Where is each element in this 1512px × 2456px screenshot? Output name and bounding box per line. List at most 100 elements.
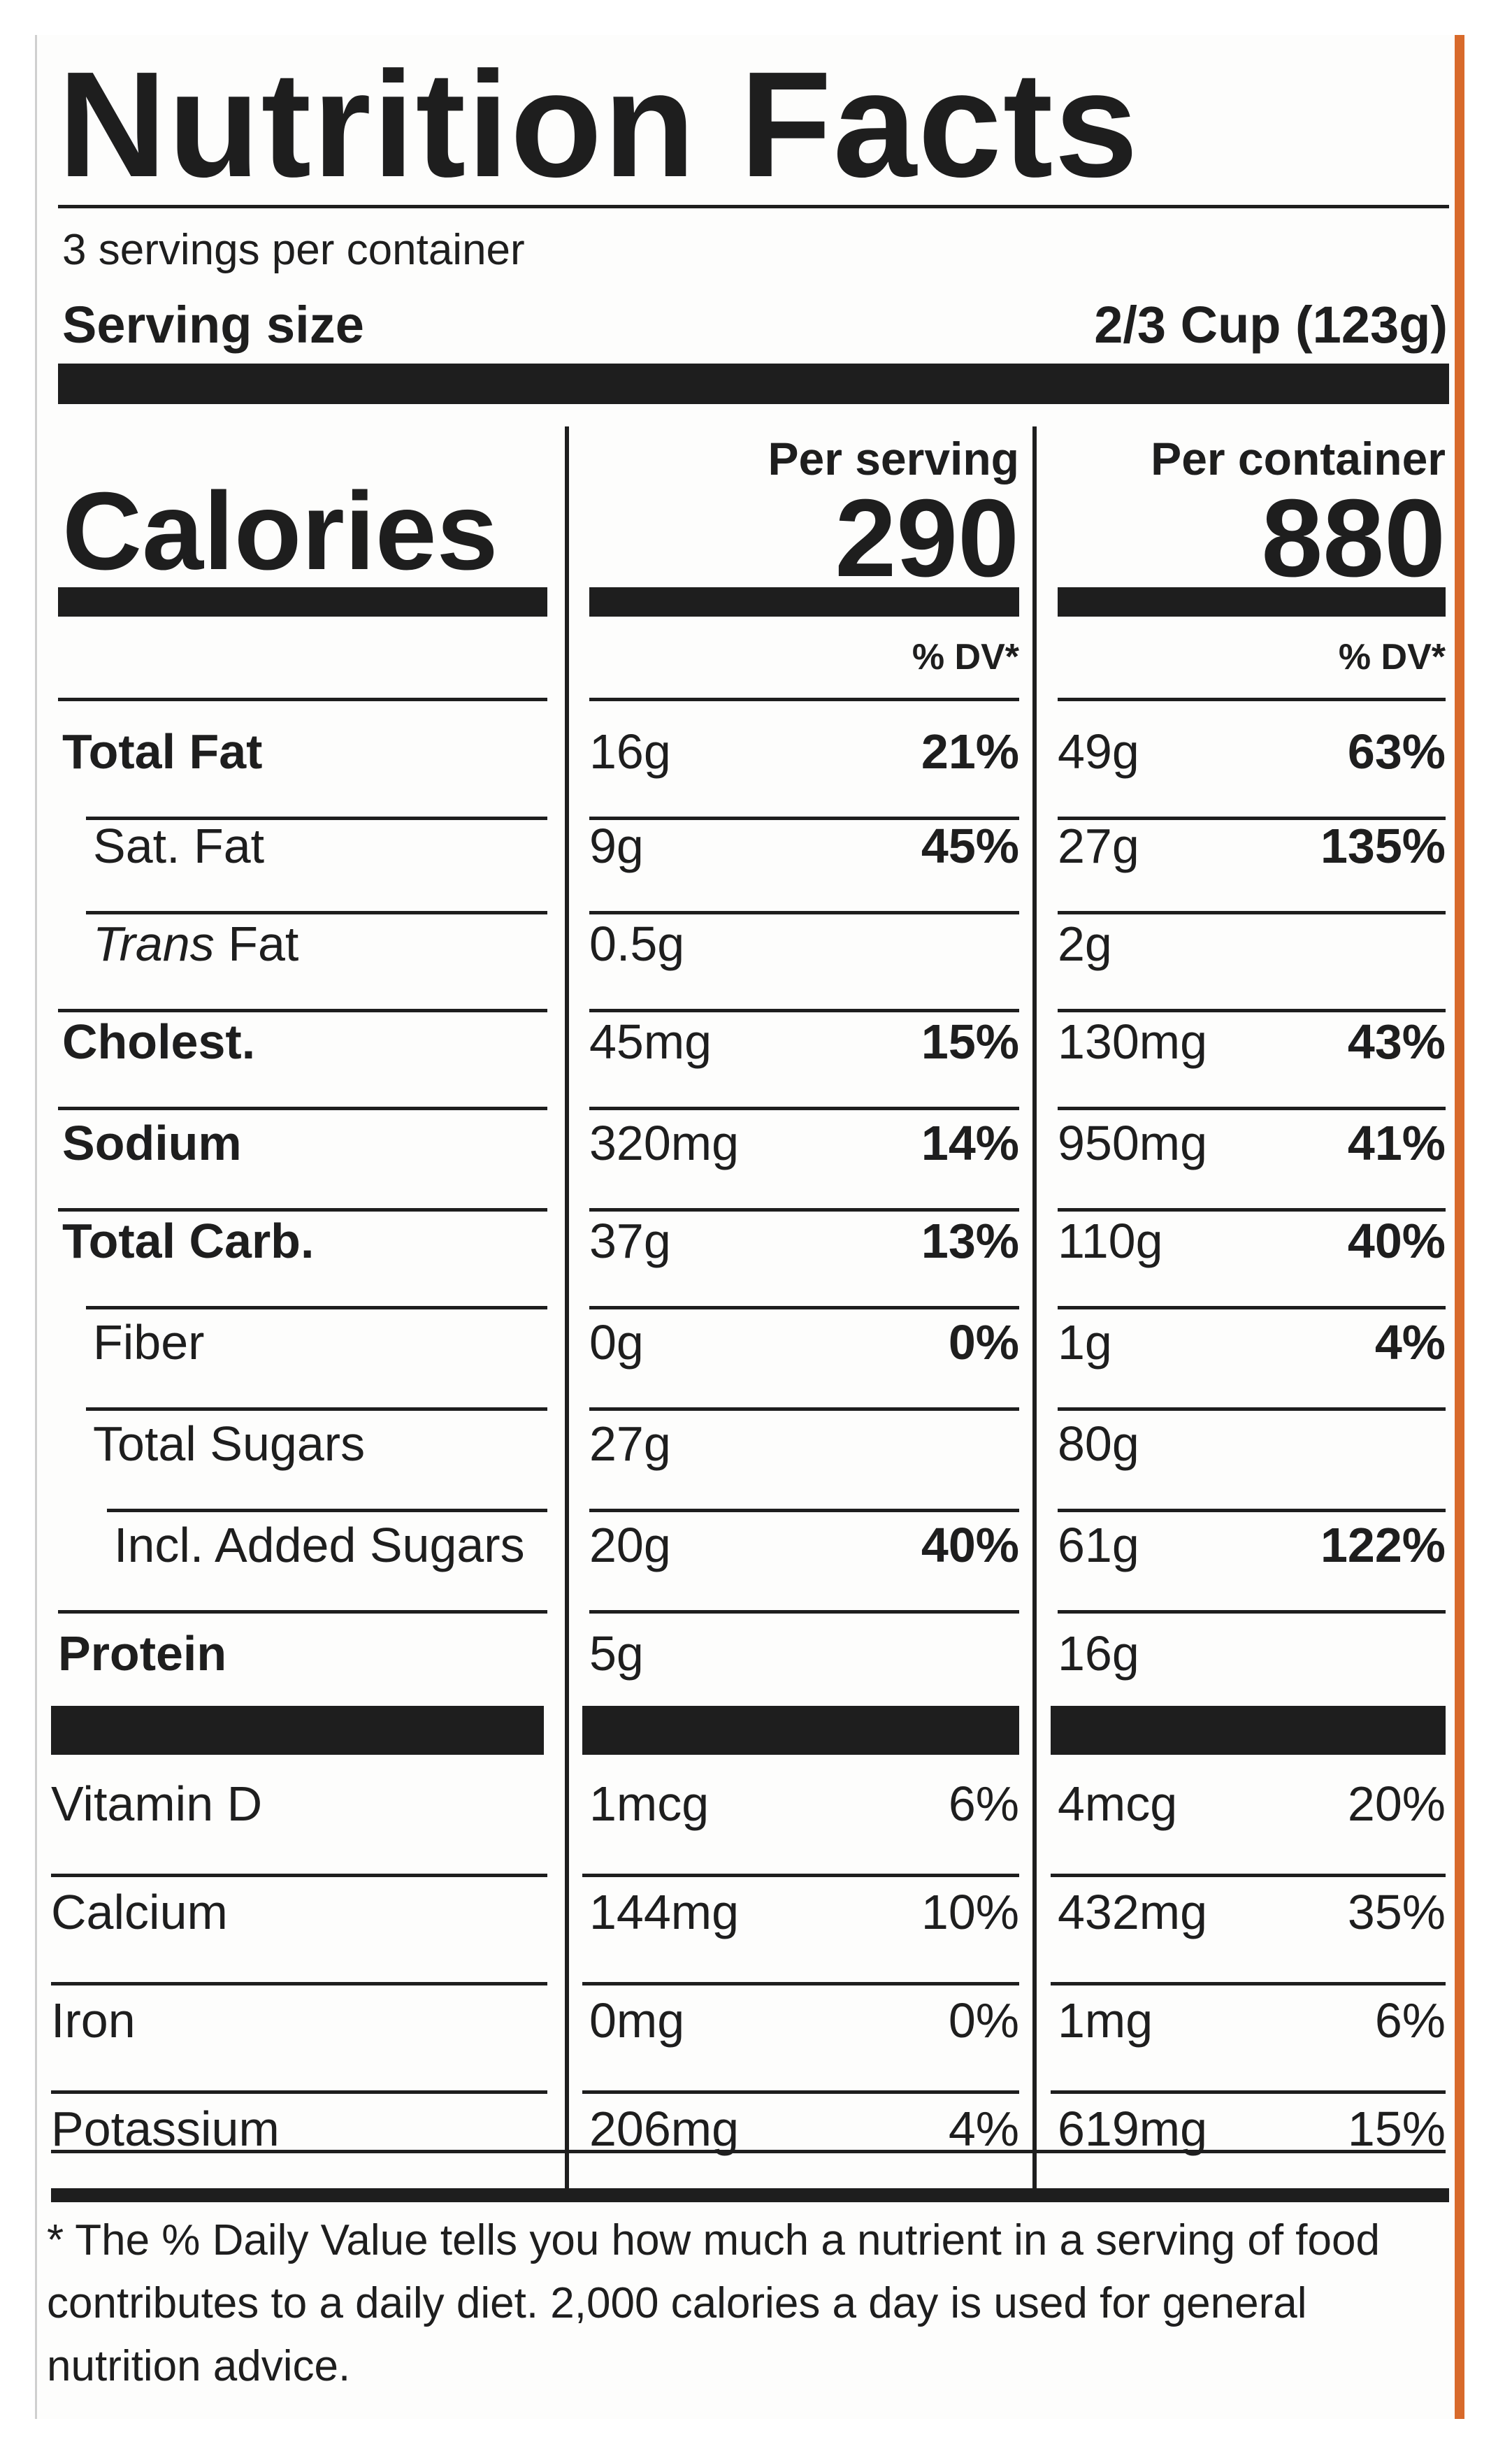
nutrient-container-amount: 110g — [1058, 1214, 1163, 1268]
column-divider-2 — [1032, 426, 1037, 2195]
nutrient-container-amount: 2g — [1058, 917, 1112, 971]
calories-bar-label-col — [58, 587, 547, 617]
row-rule — [1058, 911, 1446, 914]
nutrient-container-amount: 61g — [1058, 1518, 1139, 1572]
nutrient-container-amount: 49g — [1058, 724, 1139, 779]
calories-bar-serving-col — [589, 587, 1019, 617]
calories-bar-container-col — [1058, 587, 1446, 617]
nutrient-container-amount: 950mg — [1058, 1116, 1208, 1170]
row-rule — [589, 1407, 1019, 1411]
nutrition-facts-label: Nutrition Facts 3 servings per container… — [35, 35, 1464, 2419]
nutrient-container-amount: 27g — [1058, 819, 1139, 873]
nutrient-container-dv: 135% — [1320, 819, 1446, 873]
nutrient-serving-amount: 0.5g — [589, 917, 685, 971]
nutrient-container-dv: 63% — [1347, 724, 1446, 779]
vitamin-container-dv: 35% — [1347, 1885, 1446, 1939]
per-serving-calories: 290 — [835, 477, 1019, 600]
vitamin-serving-dv: 6% — [948, 1776, 1019, 1831]
vitamin-serving-amount: 1mcg — [589, 1776, 710, 1831]
row-rule — [1058, 698, 1446, 701]
footnote-thick-bar — [51, 2188, 1449, 2202]
nutrient-serving-amount: 320mg — [589, 1116, 740, 1170]
nutrient-label: Sat. Fat — [93, 819, 265, 873]
vitamin-serving-dv: 4% — [948, 2102, 1019, 2156]
row-rule — [589, 911, 1019, 914]
nutrient-serving-dv: 13% — [921, 1214, 1019, 1268]
nutrient-serving-amount: 37g — [589, 1214, 671, 1268]
serving-size-label: Serving size — [62, 296, 364, 354]
vitamin-container-amount: 619mg — [1058, 2102, 1208, 2156]
calories-label: Calories — [62, 470, 498, 593]
label-title: Nutrition Facts — [58, 40, 1139, 208]
protein-thick-bar — [1051, 1706, 1446, 1755]
vitamin-serving-dv: 0% — [948, 1993, 1019, 2048]
nutrient-serving-dv: 45% — [921, 819, 1019, 873]
row-rule — [1058, 1610, 1446, 1614]
row-rule — [589, 698, 1019, 701]
vitamin-container-amount: 1mg — [1058, 1993, 1153, 2048]
row-rule — [86, 817, 547, 820]
protein-thick-bar — [51, 1706, 544, 1755]
nutrient-label: Trans Fat — [93, 917, 299, 971]
vitamin-container-amount: 4mcg — [1058, 1776, 1178, 1831]
row-rule — [86, 1306, 547, 1309]
per-container-heading: Per container — [1151, 433, 1446, 484]
vitamin-serving-amount: 206mg — [589, 2102, 740, 2156]
per-serving-dv-label: % DV* — [912, 637, 1019, 677]
row-rule — [1051, 1982, 1446, 1985]
nutrient-serving-amount: 45mg — [589, 1014, 712, 1069]
per-container-calories: 880 — [1261, 477, 1446, 600]
nutrient-label: Cholest. — [62, 1014, 256, 1069]
row-rule — [589, 817, 1019, 820]
nutrient-container-dv: 41% — [1347, 1116, 1446, 1170]
footnote-line-1: * The % Daily Value tells you how much a… — [47, 2216, 1380, 2264]
nutrient-serving-dv: 0% — [948, 1315, 1019, 1370]
row-rule — [51, 2090, 547, 2094]
vitamin-serving-amount: 0mg — [589, 1993, 685, 2048]
nutrient-label: Sodium — [62, 1116, 242, 1170]
nutrient-serving-amount: 9g — [589, 819, 644, 873]
nutrient-serving-amount: 16g — [589, 724, 671, 779]
vitamin-container-amount: 432mg — [1058, 1885, 1208, 1939]
row-rule — [1058, 1509, 1446, 1512]
row-rule — [589, 1610, 1019, 1614]
nutrient-serving-amount: 27g — [589, 1416, 671, 1471]
row-rule — [589, 1509, 1019, 1512]
row-rule — [86, 911, 547, 914]
row-rule — [1058, 1107, 1446, 1110]
row-rule — [1058, 1009, 1446, 1012]
nutrient-container-dv: 40% — [1347, 1214, 1446, 1268]
vitamin-container-dv: 20% — [1347, 1776, 1446, 1831]
nutrient-serving-amount: 5g — [589, 1626, 644, 1681]
row-rule — [51, 1982, 547, 1985]
per-serving-heading: Per serving — [768, 433, 1019, 484]
nutrient-container-dv: 43% — [1347, 1014, 1446, 1069]
nutrient-serving-dv: 15% — [921, 1014, 1019, 1069]
row-rule — [582, 2090, 1019, 2094]
nutrient-serving-amount: 20g — [589, 1518, 671, 1572]
row-rule — [1051, 2090, 1446, 2094]
vitamin-label: Calcium — [51, 1885, 228, 1939]
vitamin-label: Vitamin D — [51, 1776, 263, 1831]
row-rule — [589, 1208, 1019, 1212]
servings-per-container: 3 servings per container — [62, 226, 525, 274]
nutrient-container-amount: 80g — [1058, 1416, 1139, 1471]
footnote-line-3: nutrition advice. — [47, 2342, 351, 2390]
row-rule — [51, 1874, 547, 1877]
row-rule — [589, 1306, 1019, 1309]
footnote-line-2: contributes to a daily diet. 2,000 calor… — [47, 2279, 1307, 2327]
vitamin-serving-dv: 10% — [921, 1885, 1019, 1939]
vitamin-container-dv: 6% — [1374, 1993, 1446, 2048]
nutrient-label: Total Carb. — [62, 1214, 315, 1268]
footnote: * The % Daily Value tells you how much a… — [47, 2209, 1445, 2398]
serving-size-thick-bar — [58, 364, 1449, 404]
trans-italic: Trans — [93, 917, 215, 971]
nutrient-label: Incl. Added Sugars — [114, 1518, 525, 1572]
vitamin-label: Iron — [51, 1993, 136, 2048]
row-rule — [1051, 1874, 1446, 1877]
row-rule — [58, 1610, 547, 1614]
row-rule — [589, 1009, 1019, 1012]
row-rule — [1058, 1306, 1446, 1309]
per-container-dv-label: % DV* — [1338, 637, 1446, 677]
row-rule — [1058, 1407, 1446, 1411]
